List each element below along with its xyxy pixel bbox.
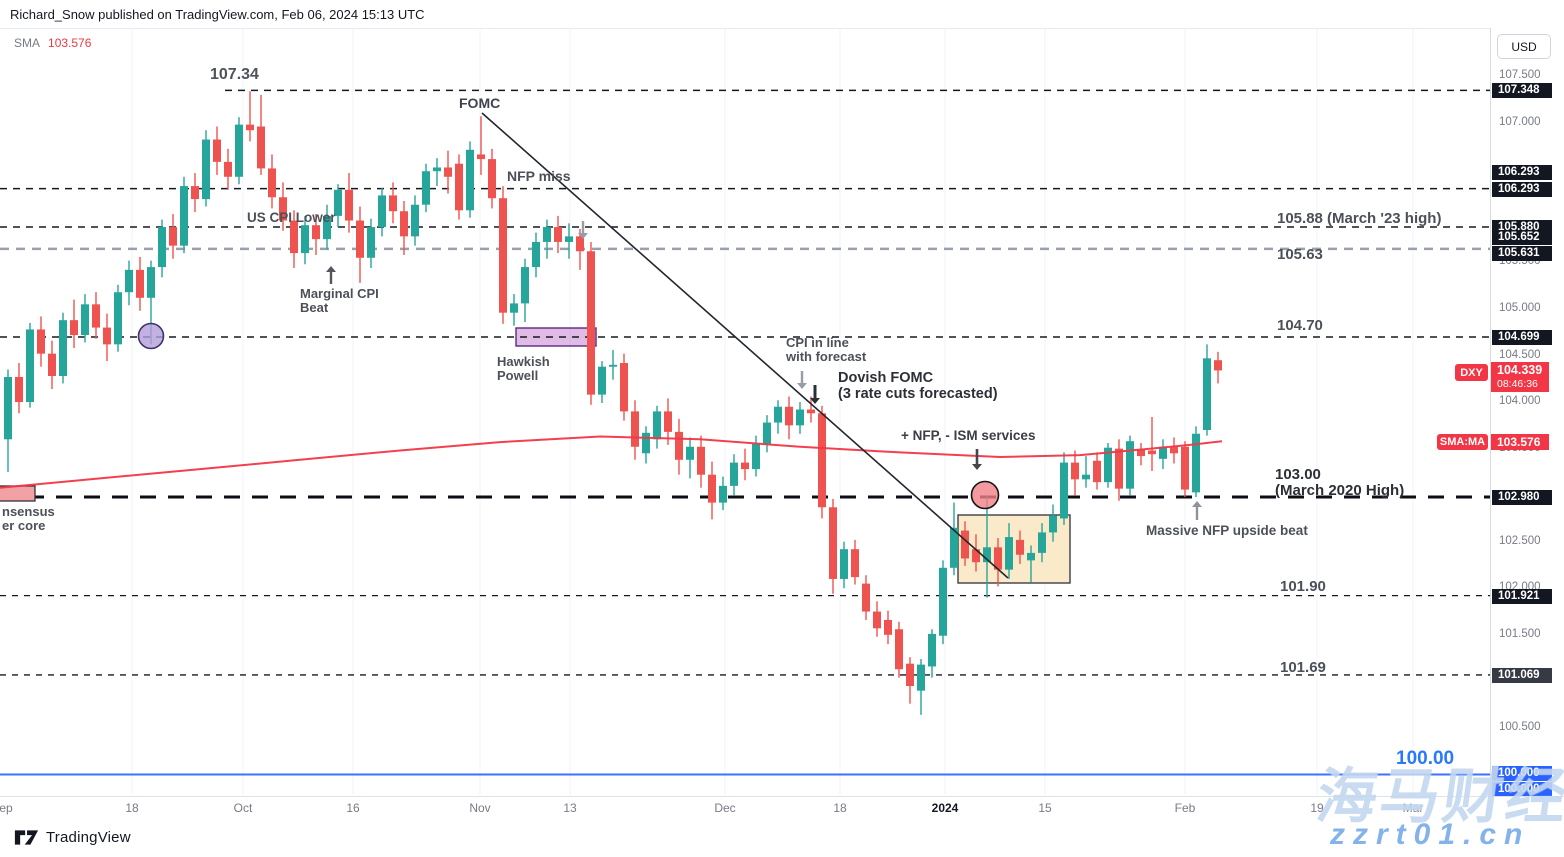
svg-text:105.88 (March '23 high): 105.88 (March '23 high) [1277, 210, 1441, 227]
time-axis-label: 19 [1310, 801, 1324, 815]
time-axis-label: 16 [346, 801, 360, 815]
axis-tick: 107.000 [1499, 116, 1541, 128]
axis-tick: 105.000 [1499, 302, 1541, 314]
level-price-label: 102.980 [1492, 489, 1552, 505]
axis-tick: 100.500 [1499, 721, 1541, 733]
svg-text:104.70: 104.70 [1277, 317, 1323, 334]
current-price: 104.339 [1497, 363, 1543, 377]
sma-chip: SMA:MA [1437, 434, 1488, 450]
svg-text:Powell: Powell [497, 368, 538, 383]
bar-countdown: 08:46:36 [1497, 378, 1538, 390]
annotation-labels: 107.34 FOMC NFP miss US CPI Lower Marginal C… [2, 66, 1454, 769]
annotation-arrows [326, 221, 1202, 520]
cpi-beat-circle [137, 322, 165, 350]
svg-text:+ NFP, - ISM services: + NFP, - ISM services [901, 428, 1035, 443]
gridlines [131, 28, 1414, 795]
level-price-label: 104.699 [1492, 329, 1552, 345]
svg-text:er core: er core [2, 518, 45, 533]
svg-text:CPI in line: CPI in line [786, 335, 849, 350]
time-axis-label: Oct [233, 801, 253, 815]
price-level-lines [0, 89, 1490, 776]
svg-text:FOMC: FOMC [459, 95, 500, 111]
time-axis-label: Dec [714, 801, 736, 815]
indicator-legend[interactable]: SMA 103.576 [14, 36, 91, 50]
powell-box [515, 327, 597, 347]
time-axis-label: Feb [1174, 801, 1196, 815]
svg-text:NFP miss: NFP miss [507, 168, 571, 184]
retest-circle [970, 480, 1000, 510]
svg-text:107.34: 107.34 [210, 66, 259, 83]
footer-bar: TradingView [0, 819, 1564, 857]
price-axis[interactable]: USD 107.500 107.000 105.500 105.000 104.500 1… [1490, 28, 1564, 797]
publish-attribution: Richard_Snow published on TradingView.co… [10, 7, 425, 22]
time-axis-label: 2024 [931, 801, 959, 815]
time-axis-label: 18 [125, 801, 139, 815]
indicator-name: SMA [14, 36, 41, 50]
candlesticks [4, 91, 1222, 715]
level-price-label: 105.652 [1492, 229, 1552, 245]
indicator-value: 103.576 [48, 36, 92, 50]
sma-price: 103.576 [1497, 435, 1541, 449]
axis-tick: 104.000 [1499, 395, 1541, 407]
svg-text:nsensus: nsensus [2, 504, 55, 519]
level-price-label: 101.069 [1492, 667, 1552, 683]
axis-tick: 101.500 [1499, 628, 1541, 640]
descending-trendline[interactable] [481, 112, 1009, 579]
time-axis-label: 18 [833, 801, 847, 815]
level-price-label: 101.921 [1492, 588, 1552, 604]
currency-toggle-button[interactable]: USD [1497, 34, 1551, 59]
axis-tick: 104.500 [1499, 349, 1541, 361]
svg-text:101.90: 101.90 [1280, 578, 1326, 595]
tradingview-brand[interactable]: TradingView [14, 829, 131, 846]
svg-text:US CPI Lower: US CPI Lower [247, 210, 336, 225]
svg-text:Marginal CPI: Marginal CPI [300, 286, 379, 301]
svg-text:Beat: Beat [300, 300, 329, 315]
level-price-label: 106.293 [1492, 164, 1552, 180]
svg-text:Hawkish: Hawkish [497, 354, 550, 369]
axis-tick: 102.500 [1499, 535, 1541, 547]
pane-divider [0, 28, 1564, 29]
svg-text:Massive NFP upside beat: Massive NFP upside beat [1146, 523, 1308, 538]
svg-text:(3 rate cuts forecasted): (3 rate cuts forecasted) [838, 386, 998, 402]
time-axis-label: 15 [1038, 801, 1052, 815]
level-price-label: 107.348 [1492, 82, 1552, 98]
svg-text:Dovish FOMC: Dovish FOMC [838, 370, 934, 386]
time-axis-label: 13 [563, 801, 577, 815]
level-price-label: 100.000 [1492, 781, 1552, 797]
tradingview-logo-icon [14, 830, 39, 845]
svg-text:100.00: 100.00 [1396, 748, 1454, 769]
level-price-label: 105.631 [1492, 245, 1552, 261]
svg-text:with forecast: with forecast [785, 349, 867, 364]
watermark-url: zzrt01.cn [1330, 818, 1531, 851]
level-price-label: 106.293 [1492, 181, 1552, 197]
tradingview-brand-text: TradingView [46, 829, 131, 846]
sma-price-label: 103.576 [1491, 434, 1549, 450]
sma-line [0, 435, 1223, 489]
symbol-chip: DXY [1455, 364, 1488, 381]
time-axis-label: Nov [469, 801, 491, 815]
svg-text:101.69: 101.69 [1280, 659, 1326, 676]
time-axis-label: ep [0, 801, 13, 815]
level-price-label: 100.000 [1492, 765, 1552, 781]
axis-tick: 107.500 [1499, 69, 1541, 81]
current-price-label: 104.339 08:46:36 [1491, 362, 1549, 392]
svg-text:105.63: 105.63 [1277, 246, 1323, 263]
svg-text:(March 2020 High): (March 2020 High) [1275, 482, 1404, 499]
core-cpi-box [0, 485, 36, 502]
time-axis-label: Mar [1402, 801, 1424, 815]
svg-text:103.00: 103.00 [1275, 466, 1321, 483]
